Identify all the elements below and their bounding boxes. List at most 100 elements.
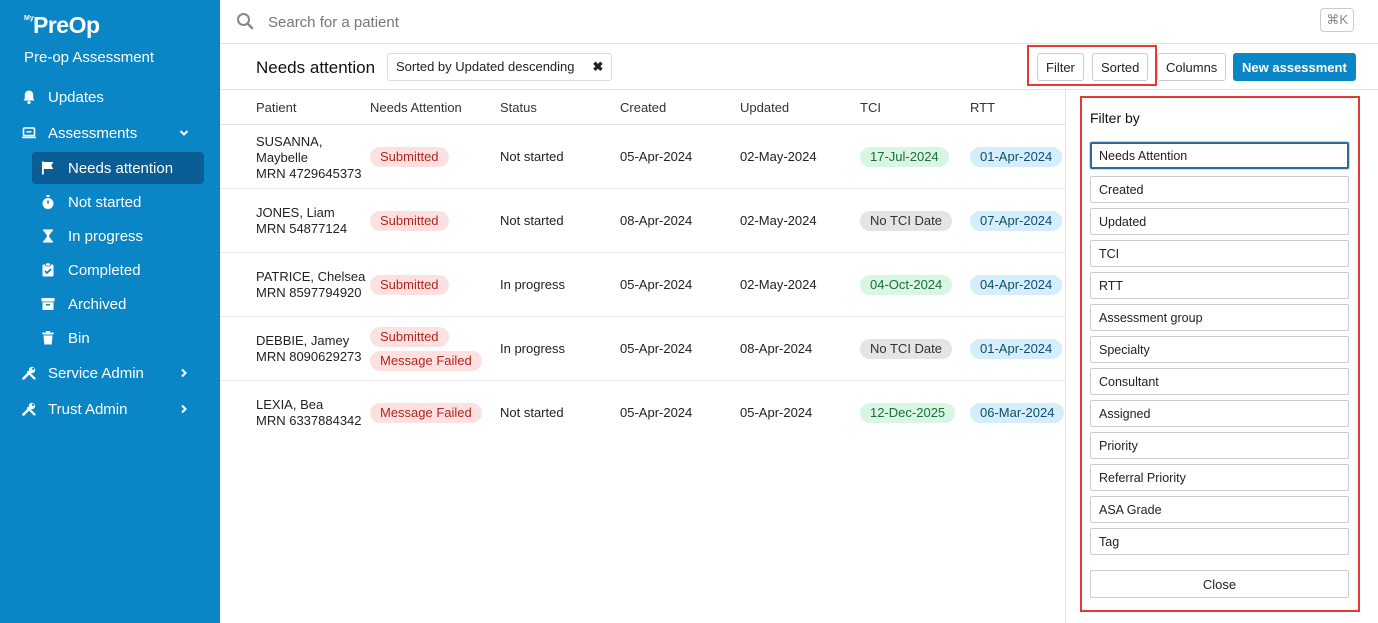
filter-option-updated[interactable]: Updated (1090, 208, 1349, 235)
sidebar-item-label: Bin (68, 329, 90, 347)
needs-attention-badge: Message Failed (370, 403, 482, 423)
sidebar: My PreOp Pre-op Assessment Updates Asses… (0, 0, 220, 623)
patient-name: DEBBIE, Jamey (256, 333, 350, 348)
column-header[interactable]: Patient (256, 100, 297, 115)
new-assessment-button[interactable]: New assessment (1233, 53, 1356, 81)
bell-icon (20, 88, 38, 106)
sort-chip-label: Sorted by Updated descending (396, 59, 575, 74)
rtt-badge: 01-Apr-2024 (970, 147, 1063, 167)
column-header[interactable]: TCI (860, 100, 881, 115)
table-row[interactable]: JONES, Liam MRN 54877124 Submitted Not s… (220, 189, 1065, 253)
needs-attention-badge: Submitted (370, 275, 449, 295)
chevron-right-icon (176, 401, 192, 417)
sidebar-item-archived[interactable]: Archived (0, 287, 220, 321)
sidebar-item-updates[interactable]: Updates (0, 79, 220, 115)
search-input[interactable] (268, 8, 968, 36)
needs-attention-badge: Message Failed (370, 351, 482, 371)
created-cell: 05-Apr-2024 (620, 149, 693, 164)
table-row[interactable]: PATRICE, Chelsea MRN 8597794920 Submitte… (220, 253, 1065, 317)
filter-option-referral-priority[interactable]: Referral Priority (1090, 464, 1349, 491)
sidebar-item-service-admin[interactable]: Service Admin (0, 355, 220, 391)
tools-icon (20, 400, 38, 418)
table-row[interactable]: DEBBIE, Jamey MRN 8090629273 Submitted M… (220, 317, 1065, 381)
column-header[interactable]: Status (500, 100, 537, 115)
column-header[interactable]: Created (620, 100, 667, 115)
patient-cell: JONES, Liam MRN 54877124 (256, 205, 347, 237)
column-header[interactable]: RTT (970, 100, 996, 115)
patient-name: Maybelle (256, 150, 309, 165)
filter-option-priority[interactable]: Priority (1090, 432, 1349, 459)
filter-option-asa-grade[interactable]: ASA Grade (1090, 496, 1349, 523)
sorted-button[interactable]: Sorted (1092, 53, 1149, 81)
chevron-right-icon (176, 365, 192, 381)
updated-cell: 02-May-2024 (740, 213, 817, 228)
filter-option-assessment-group[interactable]: Assessment group (1090, 304, 1349, 331)
needs-attention-badge: Submitted (370, 211, 449, 231)
list-toolbar: Needs attention Sorted by Updated descen… (220, 45, 1378, 90)
updated-cell: 05-Apr-2024 (740, 405, 813, 420)
stopwatch-icon (40, 194, 56, 210)
column-header[interactable]: Needs Attention (370, 100, 462, 115)
page-title: Needs attention (256, 58, 376, 77)
keyboard-shortcut: ⌘K (1320, 8, 1354, 32)
status-cell: Not started (500, 149, 564, 164)
sidebar-item-label: Service Admin (48, 364, 144, 382)
assessment-table: Patient Needs Attention Status Created U… (220, 90, 1065, 445)
sidebar-item-label: Updates (48, 88, 104, 106)
filter-option-tci[interactable]: TCI (1090, 240, 1349, 267)
filter-button[interactable]: Filter (1037, 53, 1084, 81)
sidebar-item-bin[interactable]: Bin (0, 321, 220, 355)
rtt-badge: 06-Mar-2024 (970, 403, 1065, 423)
filter-panel-title: Filter by (1090, 110, 1140, 126)
clear-sort-icon[interactable]: ✖ (592, 59, 604, 74)
column-header[interactable]: Updated (740, 100, 790, 115)
filter-option-consultant[interactable]: Consultant (1090, 368, 1349, 395)
trash-icon (40, 330, 56, 346)
brand-name: PreOp (33, 12, 100, 38)
patient-mrn: MRN 54877124 (256, 221, 348, 236)
sidebar-item-assessments[interactable]: Assessments (0, 115, 220, 151)
updated-cell: 02-May-2024 (740, 149, 817, 164)
sidebar-item-label: In progress (68, 227, 144, 245)
patient-name: PATRICE, Chelsea (256, 269, 366, 284)
flag-icon (40, 160, 56, 176)
filter-option-assigned[interactable]: Assigned (1090, 400, 1349, 427)
columns-button[interactable]: Columns (1157, 53, 1227, 81)
status-cell: In progress (500, 341, 566, 356)
filter-option-tag[interactable]: Tag (1090, 528, 1349, 555)
sidebar-item-in-progress[interactable]: In progress (0, 219, 220, 253)
created-cell: 05-Apr-2024 (620, 277, 693, 292)
patient-cell: SUSANNA, Maybelle MRN 4729645373 (256, 134, 362, 182)
table-row[interactable]: LEXIA, Bea MRN 6337884342 Message Failed… (220, 381, 1065, 445)
close-filter-button[interactable]: Close (1090, 570, 1349, 598)
brand-prefix: My (24, 15, 34, 22)
sidebar-nav: Updates Assessments Needs attention Not … (0, 79, 220, 427)
filter-option-rtt[interactable]: RTT (1090, 272, 1349, 299)
patient-mrn: MRN 8090629273 (256, 349, 362, 364)
table-row[interactable]: SUSANNA, Maybelle MRN 4729645373 Submitt… (220, 125, 1065, 189)
needs-attention-badge: Submitted (370, 147, 449, 167)
sidebar-item-not-started[interactable]: Not started (0, 185, 220, 219)
clipboard-check-icon (40, 262, 56, 278)
sidebar-item-label: Archived (68, 295, 127, 313)
created-cell: 05-Apr-2024 (620, 341, 693, 356)
tci-badge: No TCI Date (860, 339, 953, 359)
sidebar-item-completed[interactable]: Completed (0, 253, 220, 287)
created-cell: 08-Apr-2024 (620, 213, 693, 228)
filter-option-specialty[interactable]: Specialty (1090, 336, 1349, 363)
updated-cell: 02-May-2024 (740, 277, 817, 292)
tci-badge: No TCI Date (860, 211, 953, 231)
patient-name: SUSANNA, (256, 134, 323, 149)
filter-option-created[interactable]: Created (1090, 176, 1349, 203)
status-cell: In progress (500, 277, 566, 292)
patient-name: LEXIA, Bea (256, 397, 324, 412)
sidebar-item-trust-admin[interactable]: Trust Admin (0, 391, 220, 427)
status-cell: Not started (500, 213, 564, 228)
sidebar-item-label: Assessments (48, 124, 138, 142)
filter-option-needs-attention[interactable]: Needs Attention (1090, 142, 1349, 169)
hourglass-icon (40, 228, 56, 244)
tci-badge: 12-Dec-2025 (860, 403, 956, 423)
sidebar-item-needs-attention[interactable]: Needs attention (32, 152, 204, 184)
sidebar-item-label: Not started (68, 193, 142, 211)
archive-icon (40, 296, 56, 312)
